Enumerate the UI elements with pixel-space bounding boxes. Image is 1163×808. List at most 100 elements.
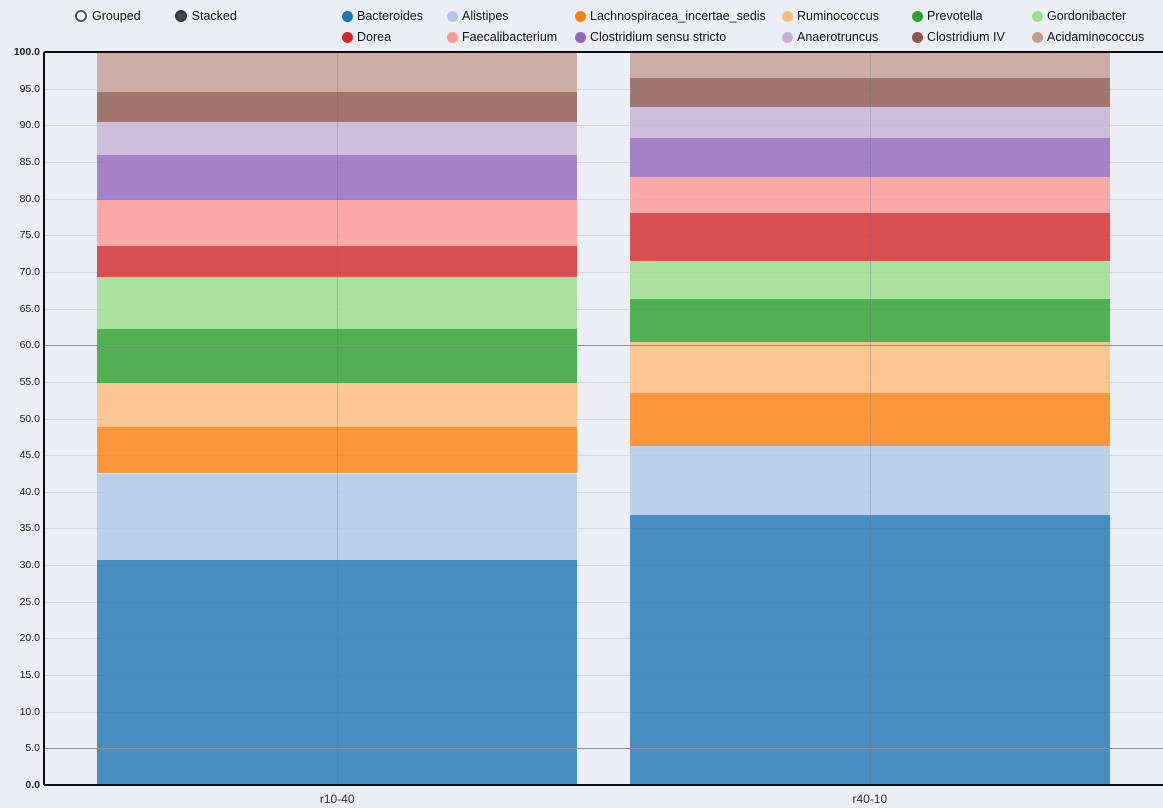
radio-selected-icon bbox=[174, 10, 187, 22]
legend-label: Ruminococcus bbox=[797, 9, 879, 23]
legend-label: Gordonibacter bbox=[1047, 9, 1127, 23]
legend-item-clostridium-iv[interactable]: Clostridium IV bbox=[912, 30, 1032, 44]
legend-item-acidaminococcus[interactable]: Acidaminococcus bbox=[1032, 30, 1158, 44]
bar-segment-gordonibacter-r40-10[interactable] bbox=[629, 260, 1110, 300]
legend-item-lachnospiracea-incertae-sedis[interactable]: Lachnospiracea_incertae_sedis bbox=[575, 9, 782, 23]
gridline bbox=[44, 198, 1163, 200]
bar-segment-bacteroides-r10-40[interactable] bbox=[97, 559, 578, 785]
legend-item-faecalibacterium[interactable]: Faecalibacterium bbox=[447, 30, 575, 44]
legend-label: Prevotella bbox=[927, 9, 983, 23]
y-tick-label: 20.0 bbox=[19, 632, 40, 645]
gridline bbox=[44, 418, 1163, 420]
legend-color-dot bbox=[912, 10, 923, 22]
gridline bbox=[44, 711, 1163, 713]
gridline bbox=[44, 675, 1163, 677]
legend-color-dot bbox=[447, 31, 458, 43]
y-tick-label: 85.0 bbox=[19, 155, 40, 168]
bar-segment-clostridium-sensu-stricto-r40-10[interactable] bbox=[629, 137, 1110, 177]
legend-label: Acidaminococcus bbox=[1047, 30, 1145, 44]
bar-segment-faecalibacterium-r40-10[interactable] bbox=[629, 176, 1110, 214]
y-tick-label: 25.0 bbox=[19, 595, 40, 608]
gridline bbox=[44, 565, 1163, 567]
legend-item-clostridium-sensu-stricto[interactable]: Clostridium sensu stricto bbox=[575, 30, 782, 44]
gridline bbox=[44, 381, 1163, 383]
legend-color-dot bbox=[782, 31, 793, 43]
bar-segment-prevotella-r40-10[interactable] bbox=[629, 299, 1110, 343]
bar-segment-anaerotruncus-r10-40[interactable] bbox=[97, 121, 578, 155]
y-tick-label: 90.0 bbox=[19, 119, 40, 132]
legend-item-anaerotruncus[interactable]: Anaerotruncus bbox=[782, 30, 912, 44]
top-axis-line bbox=[44, 51, 1163, 53]
y-axis-labels: 0.0 5.0 10.0 15.0 20.0 25.0 30.0 35.0 40.0 45.0 50… bbox=[0, 46, 40, 791]
left-axis-line bbox=[43, 52, 45, 785]
y-tick-label: 40.0 bbox=[19, 485, 40, 498]
y-tick-label: 75.0 bbox=[19, 229, 40, 242]
bar-segment-alistipes-r40-10[interactable] bbox=[629, 446, 1110, 516]
legend-color-dot bbox=[782, 10, 793, 22]
gridline bbox=[44, 271, 1163, 273]
legend-label: Lachnospiracea_incertae_sedis bbox=[590, 9, 766, 23]
y-tick-label: 70.0 bbox=[19, 265, 40, 278]
legend-item-prevotella[interactable]: Prevotella bbox=[912, 9, 1032, 23]
x-category-label: r40-10 bbox=[852, 792, 888, 806]
legend-item-bacteroides[interactable]: Bacteroides bbox=[342, 9, 447, 23]
legend-color-dot bbox=[1032, 31, 1043, 43]
gridline bbox=[44, 235, 1163, 237]
grouped-radio-label: Grouped bbox=[92, 9, 141, 23]
reference-line bbox=[44, 748, 1163, 750]
bar-segment-clostridium-sensu-stricto-r10-40[interactable] bbox=[97, 154, 578, 201]
legend-label: Anaerotruncus bbox=[797, 30, 879, 44]
bar-segment-ruminococcus-r40-10[interactable] bbox=[629, 342, 1110, 393]
bar-segment-clostridium-iv-r40-10[interactable] bbox=[629, 77, 1110, 107]
gridline bbox=[44, 491, 1163, 493]
bar-segment-faecalibacterium-r10-40[interactable] bbox=[97, 200, 578, 247]
gridline bbox=[44, 638, 1163, 640]
stacked-radio[interactable]: Stacked bbox=[174, 9, 237, 23]
bar-segment-acidaminococcus-r40-10[interactable] bbox=[629, 52, 1110, 78]
legend-label: Clostridium sensu stricto bbox=[590, 30, 727, 44]
gridline bbox=[44, 308, 1163, 310]
bar-segment-prevotella-r10-40[interactable] bbox=[97, 329, 578, 384]
bar-segment-clostridium-iv-r10-40[interactable] bbox=[97, 92, 578, 122]
x-category-label: r10-40 bbox=[319, 792, 355, 806]
legend-item-alistipes[interactable]: Alistipes bbox=[447, 9, 575, 23]
legend-color-dot bbox=[342, 10, 353, 22]
legend-item-gordonibacter[interactable]: Gordonibacter bbox=[1032, 9, 1158, 23]
y-tick-label: 10.0 bbox=[19, 705, 40, 718]
bar-mode-controls: Grouped Stacked bbox=[75, 9, 237, 23]
legend-item-ruminococcus[interactable]: Ruminococcus bbox=[782, 9, 912, 23]
bar-segment-anaerotruncus-r40-10[interactable] bbox=[629, 106, 1110, 138]
y-tick-label: 95.0 bbox=[19, 82, 40, 95]
y-tick-label: 45.0 bbox=[19, 449, 40, 462]
bar-center-gridline bbox=[869, 52, 871, 785]
bar-segment-alistipes-r10-40[interactable] bbox=[97, 473, 578, 560]
legend-label: Dorea bbox=[357, 30, 392, 44]
legend-item-dorea[interactable]: Dorea bbox=[342, 30, 447, 44]
bar-segment-dorea-r10-40[interactable] bbox=[97, 246, 578, 278]
bar-segment-dorea-r40-10[interactable] bbox=[629, 213, 1110, 261]
bar-segment-lachnospiracea-incertae-sedis-r40-10[interactable] bbox=[629, 392, 1110, 447]
grouped-radio[interactable]: Grouped bbox=[75, 9, 141, 23]
y-tick-label: 55.0 bbox=[19, 375, 40, 388]
gridline bbox=[44, 528, 1163, 530]
radio-unselected-icon bbox=[75, 10, 87, 22]
y-tick-label: 65.0 bbox=[19, 302, 40, 315]
y-tick-label: 35.0 bbox=[19, 522, 40, 535]
bar-segment-gordonibacter-r10-40[interactable] bbox=[97, 277, 578, 330]
legend-label: Clostridium IV bbox=[927, 30, 1005, 44]
y-tick-label: 50.0 bbox=[19, 412, 40, 425]
y-tick-label: 30.0 bbox=[19, 559, 40, 572]
legend-color-dot bbox=[912, 31, 923, 43]
legend-color-dot bbox=[1032, 10, 1043, 22]
bar-segment-acidaminococcus-r10-40[interactable] bbox=[97, 52, 578, 93]
y-tick-label: 100.0 bbox=[13, 46, 40, 58]
bar-segment-lachnospiracea-incertae-sedis-r10-40[interactable] bbox=[97, 427, 578, 474]
gridline bbox=[44, 88, 1163, 90]
bar-segment-bacteroides-r40-10[interactable] bbox=[629, 515, 1110, 785]
plot-area: r10-40 r40-10 bbox=[43, 51, 1163, 806]
y-tick-label: 80.0 bbox=[19, 192, 40, 205]
bar-segment-ruminococcus-r10-40[interactable] bbox=[97, 383, 578, 428]
y-tick-label: 15.0 bbox=[19, 669, 40, 682]
gridline bbox=[44, 125, 1163, 127]
legend-label: Faecalibacterium bbox=[462, 30, 558, 44]
